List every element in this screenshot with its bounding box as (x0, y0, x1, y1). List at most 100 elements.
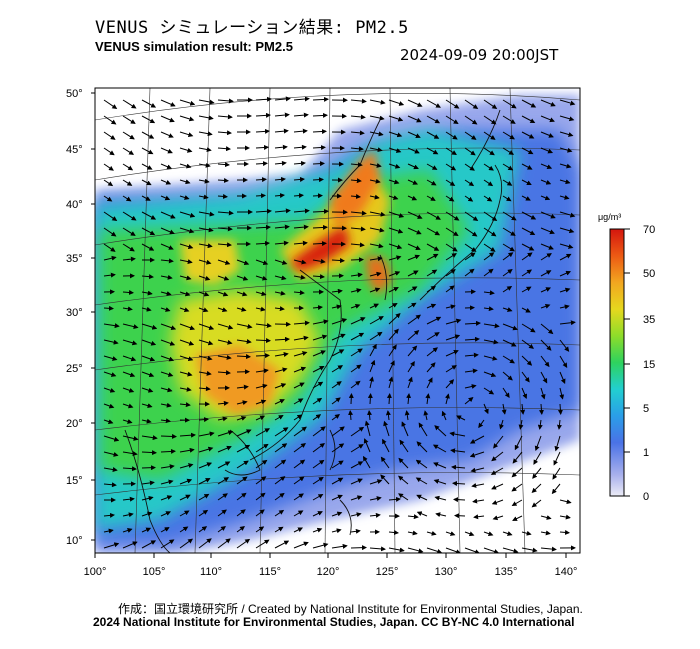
wind-arrow (312, 426, 326, 437)
wind-arrow (179, 131, 194, 138)
wind-arrow (350, 210, 367, 216)
wind-arrow (464, 352, 479, 358)
wind-arrow (464, 99, 479, 109)
wind-arrow (312, 334, 328, 341)
wind-arrow (160, 163, 173, 170)
wind-arrow (388, 255, 402, 261)
wind-arrow (312, 145, 326, 151)
wind-arrow (407, 115, 422, 123)
wind-arrow (540, 546, 557, 552)
wind-arrow (559, 227, 575, 234)
wind-arrow (179, 510, 190, 517)
wind-arrow (103, 512, 115, 518)
wind-arrow (103, 339, 119, 345)
wind-arrow (179, 307, 190, 313)
wind-arrow (407, 270, 419, 277)
wind-arrow (293, 398, 304, 405)
wind-arrow (350, 130, 365, 136)
wind-arrow (103, 255, 117, 261)
wind-arrow (350, 178, 362, 184)
wind-arrow (198, 147, 212, 152)
latitude-label: 10° (66, 535, 83, 547)
wind-arrow (407, 530, 418, 536)
wind-arrow (312, 319, 329, 325)
wind-arrow (350, 380, 361, 389)
wind-arrow (179, 494, 191, 501)
wind-arrow (398, 493, 409, 501)
wind-arrow (312, 493, 324, 501)
wind-arrow (198, 355, 213, 361)
wind-arrow (388, 227, 404, 234)
wind-arrow (434, 495, 447, 501)
wind-arrow (445, 547, 462, 553)
colorbar-tick-label: 0 (643, 491, 649, 503)
wind-arrow (491, 483, 504, 490)
wind-arrow (559, 529, 570, 535)
wind-arrow (483, 290, 495, 296)
wind-arrow (464, 320, 481, 326)
wind-arrow (198, 370, 212, 376)
wind-arrow (312, 112, 328, 118)
wind-arrow (274, 443, 288, 453)
wind-arrow (407, 163, 419, 170)
colorbar-tick-label: 15 (643, 359, 655, 371)
wind-arrow (350, 303, 361, 309)
wind-arrow (198, 431, 215, 437)
wind-arrow (521, 131, 535, 139)
wind-arrow (369, 359, 376, 373)
latitude-label: 50° (66, 88, 83, 100)
wind-arrow (426, 253, 439, 261)
wind-arrow (236, 339, 252, 344)
wind-arrow (426, 362, 436, 373)
wind-arrow (255, 275, 268, 281)
wind-arrow (473, 514, 485, 520)
wind-arrow (255, 259, 269, 266)
wind-arrow (483, 371, 497, 378)
wind-arrow (141, 274, 154, 280)
wind-arrow (312, 350, 326, 357)
wind-arrow (217, 259, 231, 265)
wind-arrow (398, 457, 409, 469)
wind-arrow (236, 400, 248, 406)
latitude-label: 40° (66, 199, 83, 211)
wind-arrow (388, 376, 394, 389)
wind-arrow (312, 397, 323, 405)
longitude-label: 125° (376, 566, 399, 578)
wind-arrow (274, 160, 287, 166)
wind-arrow (554, 435, 561, 452)
wind-arrow (160, 211, 176, 219)
wind-arrow (198, 211, 215, 217)
wind-arrow (293, 274, 306, 280)
wind-arrow (293, 426, 307, 437)
wind-arrow (407, 254, 421, 261)
wind-arrow (141, 243, 155, 251)
wind-arrow (426, 227, 441, 236)
wind-arrow (160, 179, 172, 185)
wind-arrow (483, 163, 494, 171)
wind-arrow (540, 323, 554, 335)
wind-arrow (122, 387, 135, 393)
wind-arrow (312, 274, 325, 280)
wind-arrow (255, 306, 266, 312)
wind-arrow (483, 243, 496, 252)
wind-arrow (386, 393, 392, 405)
wind-arrow (331, 258, 345, 264)
longitude-label: 115° (259, 566, 281, 578)
wind-arrow (401, 421, 409, 437)
wind-arrow (293, 224, 309, 230)
wind-arrow (312, 511, 323, 517)
wind-arrow (416, 441, 428, 453)
wind-arrow (369, 496, 382, 501)
wind-arrow (312, 542, 329, 549)
wind-arrow (217, 210, 234, 216)
wind-arrow (445, 253, 457, 261)
wind-arrow (423, 410, 429, 421)
wind-arrow (350, 98, 367, 104)
wind-arrow (502, 211, 517, 221)
wind-arrow (369, 99, 386, 105)
wind-arrow (293, 493, 304, 501)
wind-arrow (502, 131, 515, 140)
wind-arrow (274, 509, 285, 517)
wind-arrow (293, 443, 307, 453)
wind-arrow (531, 499, 542, 508)
